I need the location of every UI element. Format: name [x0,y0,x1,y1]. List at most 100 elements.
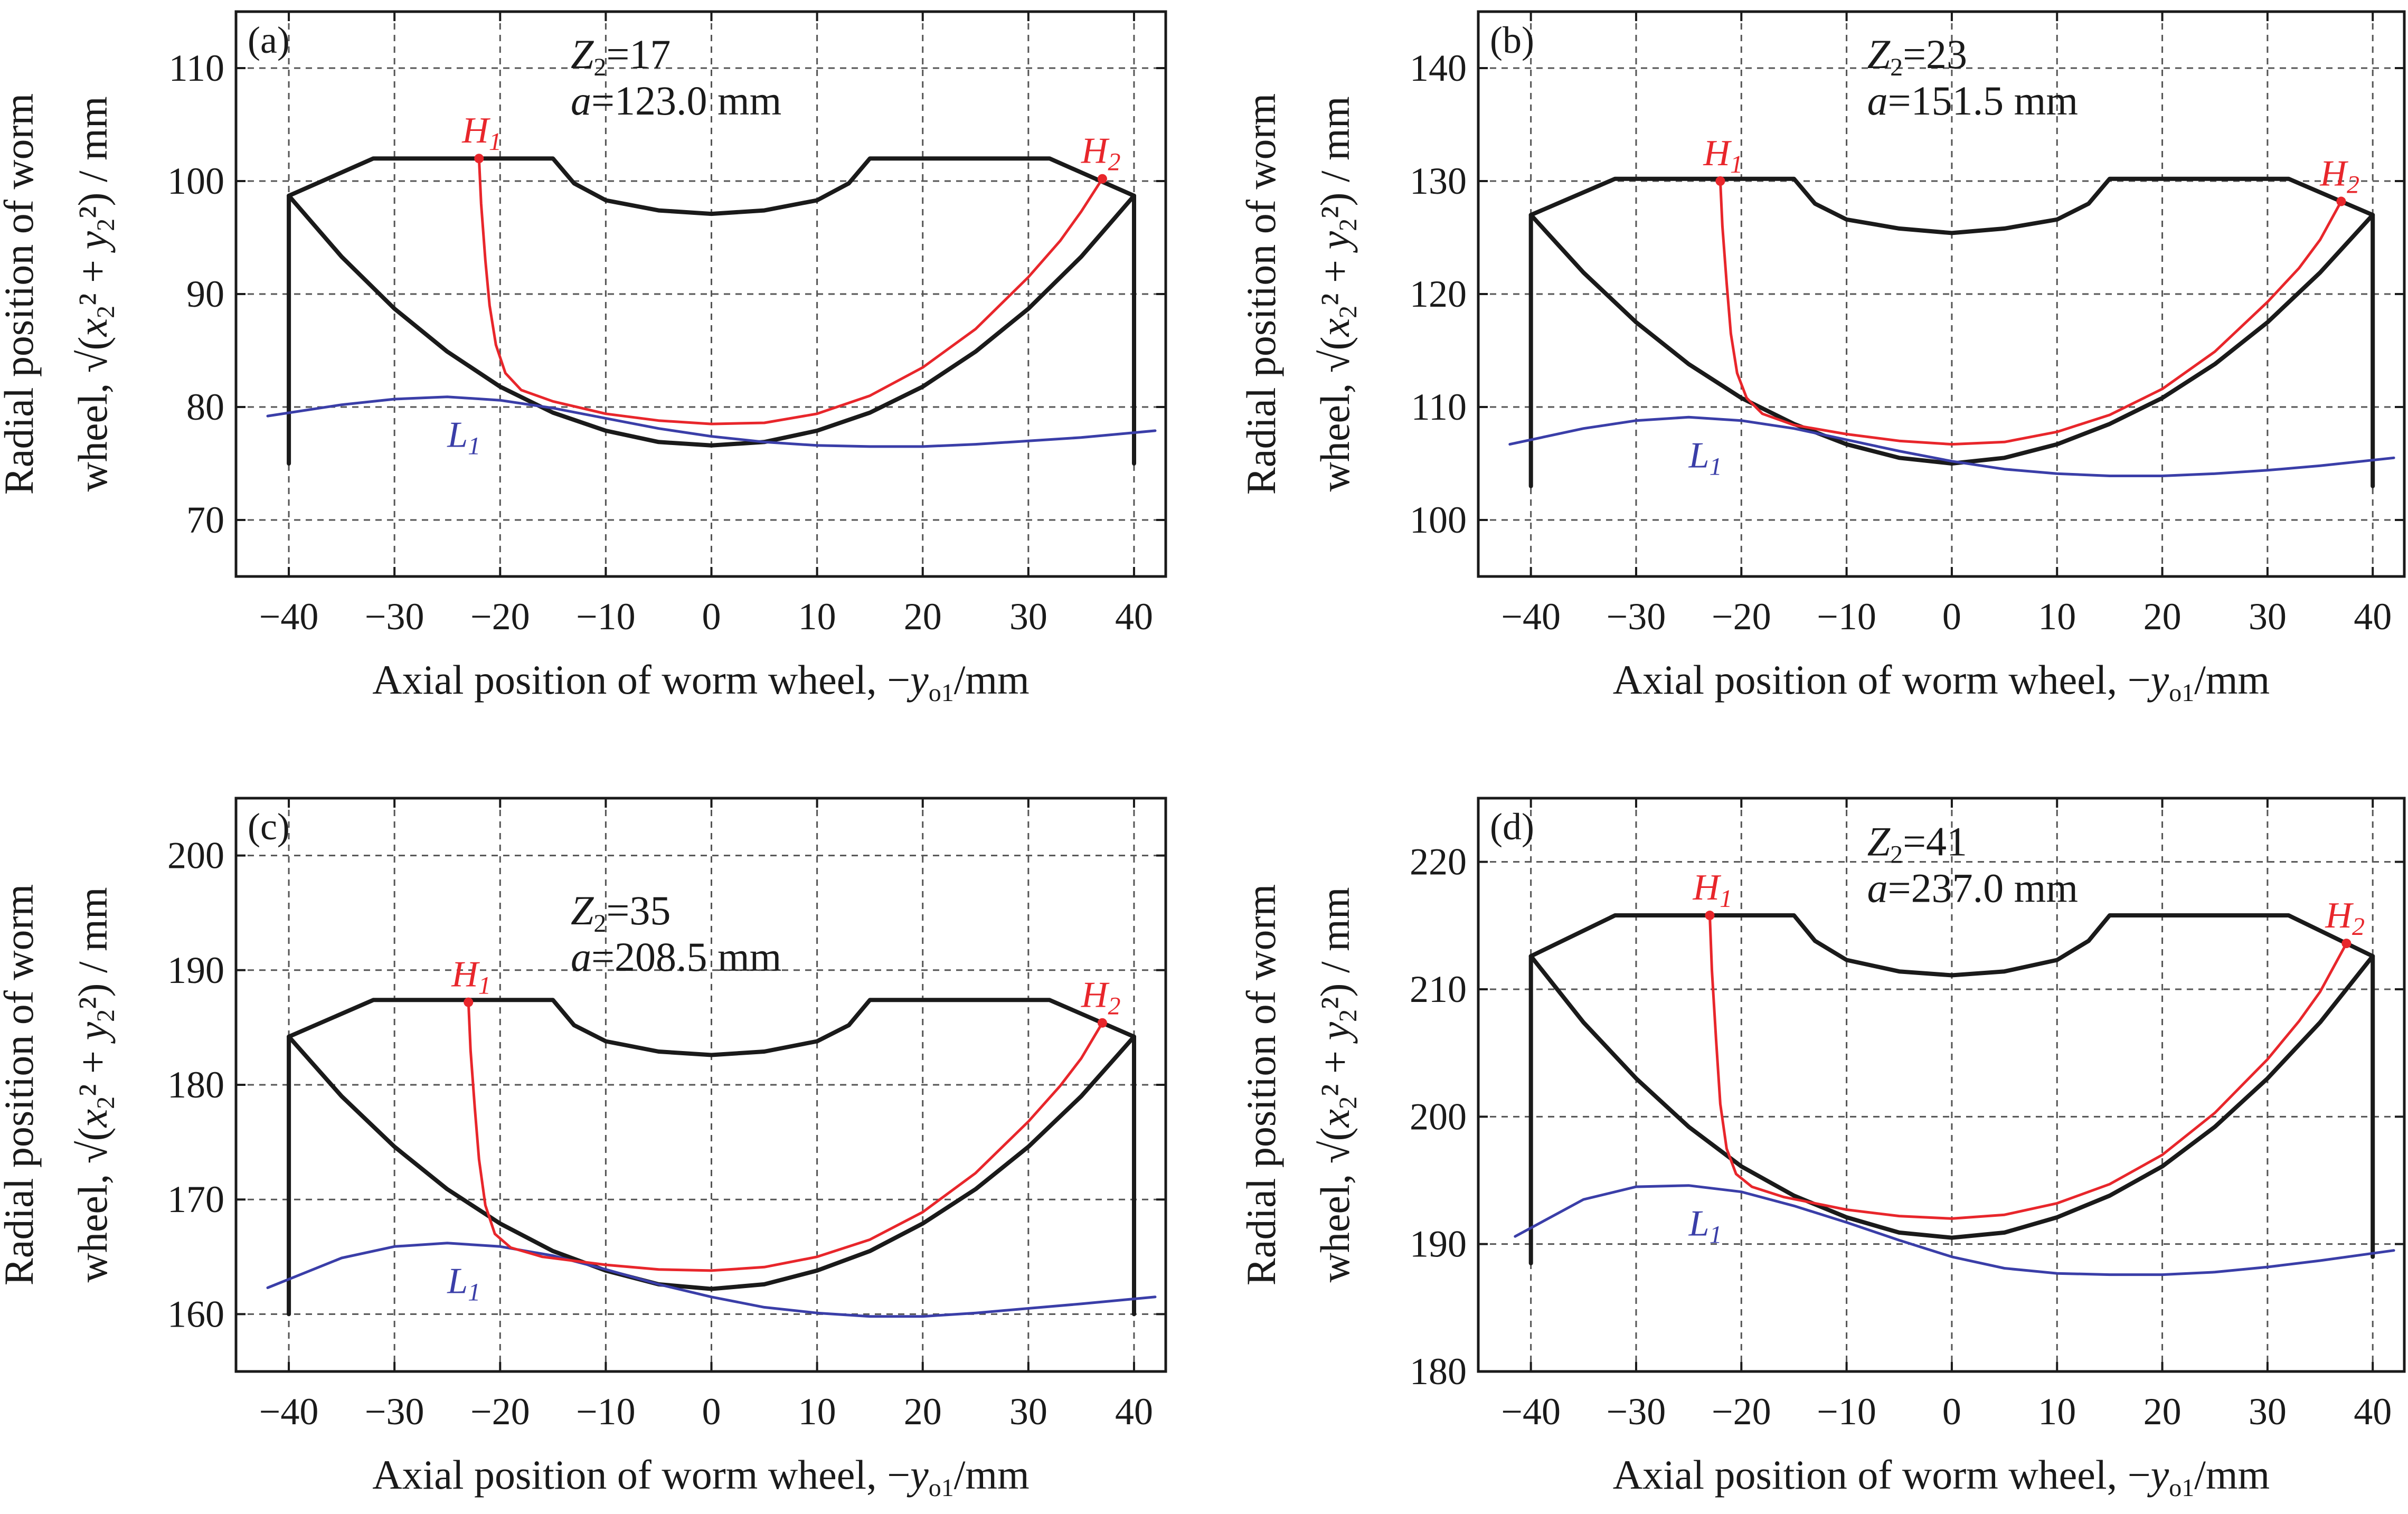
x-tick-label: −20 [470,595,530,638]
y-axis-label-line2: wheel, √(x2² + y2²) / mm [1312,96,1362,491]
H1-label: H1 [451,954,491,1000]
plot-frame [1477,797,2406,1373]
y-tick-label: 220 [1410,841,1467,883]
panel-label: (c) [248,806,290,848]
worm-wheel-profile-line [1528,176,2375,488]
x-tick-label: 20 [904,595,942,638]
annotation-z2: Z2=35 [571,887,671,938]
x-tick-label: 30 [1009,1390,1047,1433]
L1-label: L1 [447,1261,480,1307]
H1-point [1705,911,1715,921]
H2-point [1097,1018,1107,1028]
x-tick-label: −20 [1712,1390,1771,1433]
chart-panel-3: −40 −30 −20 −10 0 10 20 30 40 160 170 180 190 200 Axia… [0,797,1167,1502]
x-tick-label: −10 [576,1390,636,1433]
worm-arc-line [287,1034,1136,1291]
L1-label: L1 [447,415,480,460]
y-tick-label: 120 [1410,273,1467,315]
y-tick-label: 110 [1411,386,1467,428]
x-axis-label: Axial position of worm wheel, −yo1/mm [372,1452,1029,1502]
y-tick-label: 80 [186,386,224,428]
x-tick-label: −40 [259,1390,319,1433]
y-tick-label: 200 [167,835,224,877]
y-tick-label: 110 [169,47,224,89]
x-tick-label: −40 [1501,1390,1561,1433]
y-axis-label-line1: Radial position of worm [1238,884,1284,1285]
panel-label: (b) [1490,19,1534,61]
x-tick-label: 40 [2354,595,2392,638]
H2-label: H2 [2319,154,2359,199]
H1-point [464,997,474,1007]
L1-label: L1 [1688,1204,1722,1249]
y-tick-label: 70 [186,499,224,541]
chart-panel-2: −40 −30 −20 −10 0 10 20 30 40 100 110 120 130 140 Axia… [1238,10,2406,707]
worm-wheel-profile-line [287,998,1136,1317]
H-series-line [1708,914,2348,1220]
L1-series-line [266,395,1157,448]
H2-label: H2 [1081,131,1121,176]
x-tick-label: −40 [1501,595,1561,638]
annotation-a: a=151.5 mm [1867,78,2078,124]
x-tick-label: −10 [1817,595,1876,638]
worm-wheel-profile-line [1528,913,2375,1265]
y-tick-label: 130 [1410,160,1467,202]
L1-series-line [266,1242,1157,1318]
y-axis-label-line1: Radial position of worm [0,884,42,1285]
y-tick-label: 180 [167,1064,224,1106]
x-tick-label: −10 [1817,1390,1876,1433]
worm-arc-line [287,193,1136,448]
H2-point [2341,939,2352,949]
y-tick-label: 200 [1410,1095,1467,1138]
H2-point [2336,196,2346,206]
x-tick-label: −30 [365,595,424,638]
H1-label: H1 [1693,867,1733,913]
worm-wheel-profile-line [287,156,1136,466]
x-tick-label: 0 [1942,1390,1961,1433]
y-axis-label-line2: wheel, √(x2² + y2²) / mm [1312,887,1362,1282]
annotation-a: a=208.5 mm [571,934,781,980]
x-tick-label: 40 [2354,1390,2392,1433]
x-tick-label: 0 [1942,595,1961,638]
y-tick-label: 180 [1410,1350,1467,1393]
H1-label: H1 [1703,133,1743,178]
H-series-line [1718,179,2343,446]
L1-series-line [1508,415,2395,477]
x-tick-label: 10 [2038,1390,2076,1433]
H1-point [1715,176,1725,186]
chart-panel-4: −40 −30 −20 −10 0 10 20 30 40 180 190 200 210 220 Axia… [1238,797,2406,1502]
worm-arc-line [1528,954,2375,1240]
y-tick-label: 160 [167,1293,224,1335]
x-tick-label: −20 [470,1390,530,1433]
x-tick-label: −40 [259,595,319,638]
H1-label: H1 [461,110,502,156]
x-tick-label: 0 [702,1390,721,1433]
H-series-line [477,157,1104,425]
chart-panel-1: −40 −30 −20 −10 0 10 20 30 40 70 80 90 100 110 Axial p… [0,10,1167,707]
panel-label: (a) [248,19,290,61]
y-axis-label-line1: Radial position of worm [0,93,42,495]
annotation-z2: Z2=41 [1867,819,1967,869]
x-tick-label: −20 [1712,595,1771,638]
x-tick-label: −30 [365,1390,424,1433]
x-tick-label: 30 [2249,1390,2287,1433]
x-tick-label: 40 [1115,595,1153,638]
y-tick-label: 100 [1410,499,1467,541]
H2-point [1097,174,1107,184]
annotation-a: a=237.0 mm [1867,865,2078,911]
x-tick-label: 40 [1115,1390,1153,1433]
x-tick-label: −30 [1607,1390,1666,1433]
H-series-line [467,1001,1104,1272]
y-tick-label: 190 [167,949,224,991]
L1-series-line [1514,1184,2395,1276]
x-tick-label: 0 [702,595,721,638]
H2-label: H2 [2325,895,2365,941]
y-tick-label: 100 [167,160,224,202]
x-axis-label: Axial position of worm wheel, −yo1/mm [1613,657,2270,707]
H1-point [474,154,484,164]
y-tick-label: 210 [1410,968,1467,1010]
x-axis-label: Axial position of worm wheel, −yo1/mm [372,657,1029,707]
x-tick-label: 10 [2038,595,2076,638]
annotation-z2: Z2=17 [571,31,671,81]
y-axis-label-line2: wheel, √(x2² + y2²) / mm [70,96,120,491]
